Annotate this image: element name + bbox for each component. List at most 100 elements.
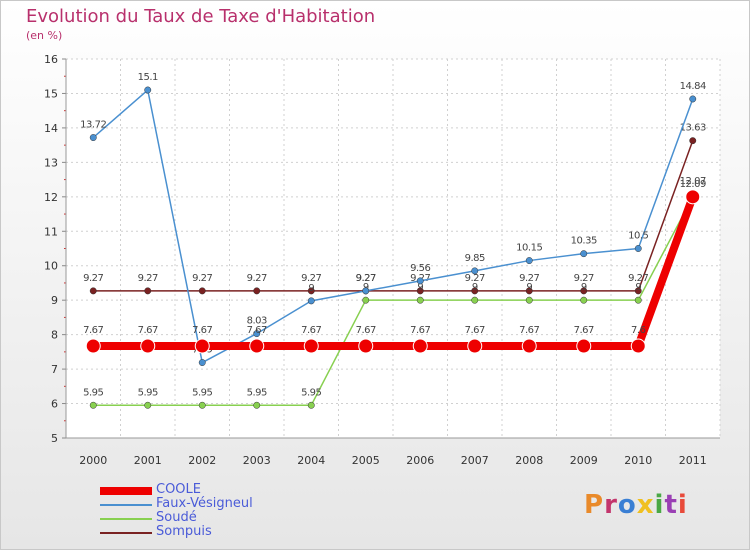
data-point-coole — [194, 338, 210, 354]
data-point-soude — [307, 401, 315, 409]
data-label-sompuis: 9.27 — [192, 273, 212, 284]
x-tick-label: 2008 — [515, 454, 543, 467]
logo-letter: x — [636, 490, 655, 520]
data-point-soude — [471, 296, 479, 304]
data-label-faux-vesigneul: 9.56 — [410, 263, 430, 274]
data-label-faux-vesigneul: 10.5 — [628, 231, 648, 242]
legend-swatch-coole — [100, 487, 152, 495]
data-point-coole — [467, 338, 483, 354]
data-point-soude — [198, 401, 206, 409]
data-point-sompuis — [634, 287, 642, 295]
x-tick-label: 2005 — [352, 454, 380, 467]
logo-letter: r — [604, 490, 618, 520]
data-point-coole — [249, 338, 265, 354]
data-label-coole: 7.67 — [519, 325, 539, 336]
data-point-faux-vesigneul — [416, 277, 424, 285]
logo-letter: t — [664, 490, 678, 520]
data-point-faux-vesigneul — [525, 257, 533, 265]
data-label-coole: 7.67 — [192, 325, 212, 336]
data-point-sompuis — [198, 287, 206, 295]
data-label-coole: 7.6 — [631, 325, 646, 336]
data-point-sompuis — [580, 287, 588, 295]
legend-item-soude: Soudé — [100, 510, 360, 526]
data-label-soude: 9 — [417, 282, 423, 293]
data-label-coole: 7.67 — [410, 325, 430, 336]
data-point-faux-vesigneul — [580, 250, 588, 258]
y-tick-label: 5 — [51, 432, 58, 445]
legend-label-faux-vesigneul: Faux-Vésigneul — [156, 496, 253, 511]
data-point-soude — [634, 296, 642, 304]
data-label-soude: 5.95 — [247, 387, 267, 398]
logo-letter: o — [617, 490, 637, 520]
y-tick-label: 10 — [44, 260, 58, 273]
data-label-soude: 9 — [635, 282, 641, 293]
y-tick-label: 13 — [44, 156, 58, 169]
y-tick-label: 16 — [44, 53, 58, 66]
legend-item-coole: COOLE — [100, 482, 360, 498]
data-point-faux-vesigneul — [471, 267, 479, 275]
data-label-sompuis: 9.27 — [519, 273, 539, 284]
data-label-sompuis: 9.27 — [247, 273, 267, 284]
y-tick-label: 14 — [44, 122, 58, 135]
data-point-faux-vesigneul — [634, 245, 642, 252]
data-label-sompuis: 9.27 — [83, 273, 103, 284]
data-label-faux-vesigneul: 10.35 — [571, 236, 597, 247]
data-label-faux-vesigneul: 9.27 — [356, 273, 376, 284]
data-label-soude: 5.95 — [301, 387, 321, 398]
data-point-sompuis — [525, 287, 533, 295]
data-label-soude: 9 — [472, 282, 478, 293]
data-label-coole: 7.67 — [247, 325, 267, 336]
data-point-faux-vesigneul — [307, 297, 315, 305]
data-point-soude — [580, 296, 588, 304]
data-label-coole: 7.67 — [301, 325, 321, 336]
data-point-coole — [412, 338, 428, 354]
data-point-sompuis — [144, 287, 152, 295]
data-label-sompuis: 9.27 — [465, 273, 485, 284]
data-label-soude: 5.95 — [192, 387, 212, 398]
data-point-soude — [362, 296, 370, 304]
data-label-coole: 12.07 — [680, 176, 706, 187]
data-point-faux-vesigneul — [689, 95, 697, 103]
proxiti-logo: Proxiti — [584, 490, 688, 520]
legend-label-soude: Soudé — [156, 510, 197, 525]
data-label-sompuis: 9.27 — [138, 273, 158, 284]
data-point-faux-vesigneul — [144, 86, 152, 94]
data-point-coole — [685, 189, 701, 205]
data-label-coole: 7.67 — [138, 325, 158, 336]
data-label-soude: 9 — [581, 282, 587, 293]
chart-legend: COOLE Faux-Vésigneul Soudé Sompuis — [100, 482, 360, 540]
data-point-soude — [416, 296, 424, 304]
data-point-coole — [358, 338, 374, 354]
x-tick-label: 2011 — [679, 454, 707, 467]
y-tick-label: 6 — [51, 398, 58, 411]
legend-swatch-soude — [100, 518, 152, 520]
series-line-coole — [89, 192, 697, 351]
y-tick-label: 11 — [44, 225, 58, 238]
legend-item-sompuis: Sompuis — [100, 525, 360, 540]
data-point-sompuis — [689, 137, 697, 145]
legend-label-coole: COOLE — [156, 482, 201, 497]
data-label-faux-vesigneul: 8.03 — [247, 316, 267, 327]
legend-swatch-faux-vesigneul — [100, 504, 152, 506]
series-line-faux-vesigneul — [92, 89, 694, 364]
data-label-sompuis: 13.63 — [680, 123, 706, 134]
data-label-soude: 5.95 — [83, 387, 103, 398]
data-point-coole — [140, 338, 156, 354]
x-tick-label: 2010 — [624, 454, 652, 467]
data-label-faux-vesigneul: 14.84 — [680, 81, 706, 92]
data-label-sompuis: 9.27 — [628, 273, 648, 284]
x-tick-label: 2009 — [570, 454, 598, 467]
data-point-faux-vesigneul — [89, 134, 97, 142]
x-tick-label: 2000 — [79, 454, 107, 467]
chart-title: Evolution du Taux de Taxe d'Habitation — [26, 6, 376, 27]
data-label-soude: 9 — [526, 282, 532, 293]
data-label-sompuis: 9.27 — [356, 273, 376, 284]
data-label-coole: 7.67 — [83, 325, 103, 336]
series-line-soude — [92, 196, 694, 407]
x-tick-label: 2003 — [243, 454, 271, 467]
x-tick-label: 2004 — [297, 454, 325, 467]
data-point-sompuis — [307, 287, 315, 295]
x-tick-label: 2006 — [406, 454, 434, 467]
data-point-coole — [85, 338, 101, 354]
